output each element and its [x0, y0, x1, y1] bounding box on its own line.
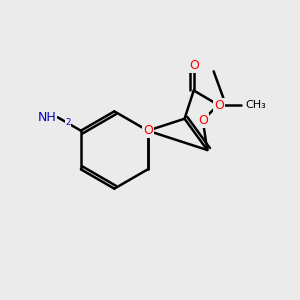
- Text: O: O: [198, 114, 208, 127]
- Text: 2: 2: [65, 118, 71, 127]
- Text: CH₃: CH₃: [246, 100, 266, 110]
- Text: O: O: [214, 99, 224, 112]
- Text: NH: NH: [38, 111, 56, 124]
- Text: O: O: [189, 59, 199, 72]
- Text: O: O: [143, 124, 153, 137]
